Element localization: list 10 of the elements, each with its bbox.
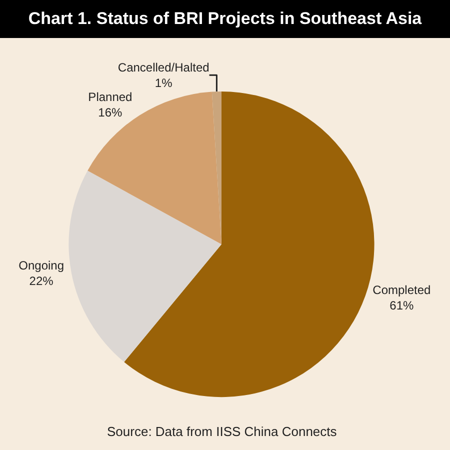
data-label: 16% (98, 106, 123, 120)
slice-label: Completed (372, 282, 431, 297)
slice-label: Cancelled/Halted (118, 60, 210, 74)
chart-title: Chart 1. Status of BRI Projects in Southeast Asia (28, 8, 422, 28)
source-note: Source: Data from IISS China Connects (107, 424, 338, 439)
slice-label: Planned (88, 90, 132, 104)
data-label: 22% (29, 274, 54, 288)
slice-label: Ongoing (18, 258, 64, 273)
data-label: 1% (154, 76, 173, 90)
data-label: 61% (390, 298, 414, 313)
